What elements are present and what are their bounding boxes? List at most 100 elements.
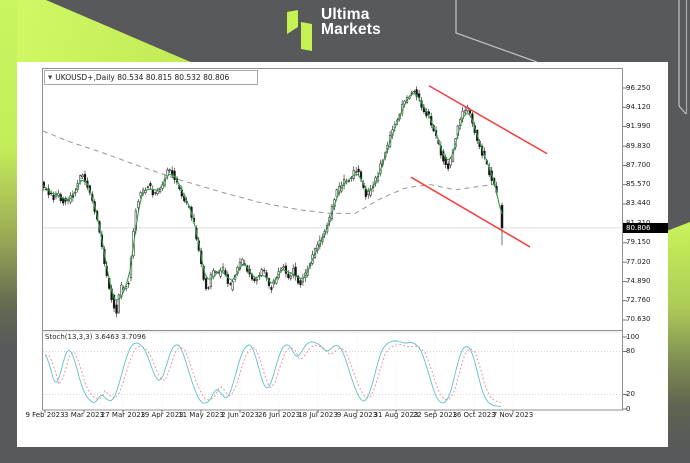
brand-name-line1: Ultima: [321, 6, 370, 23]
candle-body: [282, 266, 285, 269]
stoch-axis-label: 100: [626, 332, 640, 341]
candle-body: [292, 268, 295, 276]
candle-body: [149, 183, 152, 187]
candle-body: [263, 270, 266, 272]
candle-body: [299, 280, 302, 285]
candle-body: [369, 188, 372, 196]
candle-body: [449, 158, 452, 166]
stoch-panel[interactable]: [43, 334, 622, 409]
candle-body: [294, 266, 297, 277]
candle-body: [231, 281, 234, 291]
candle-body: [151, 189, 154, 196]
date-label: 9 Feb 2023: [25, 411, 65, 419]
candle-body: [301, 277, 304, 283]
date-label: 9 Aug 2023: [336, 411, 378, 419]
candle-body: [146, 186, 150, 188]
brand-logo: Ultima Markets: [286, 6, 436, 56]
price-axis-label: 87.700: [626, 160, 651, 169]
candle-body: [447, 163, 450, 169]
candle-body: [117, 294, 121, 313]
trendline-lower-channel[interactable]: [410, 176, 531, 248]
price-axis-label: 70.630: [626, 315, 651, 324]
candle-body: [209, 274, 212, 287]
candle-body: [270, 287, 273, 290]
date-label: 7 Nov 2023: [492, 411, 534, 419]
chart-title-bar[interactable]: ▼ UKOUSD+,Daily 80.534 80.815 80.532 80.…: [44, 70, 258, 85]
candle-body: [52, 195, 55, 200]
stoch-indicator-label: Stoch(13,3,3) 3.6463 3.7096: [45, 333, 146, 341]
chart-panel: [17, 62, 668, 447]
brand-name-line2: Markets: [321, 21, 381, 38]
candle-body: [168, 169, 171, 172]
price-axis-label: 72.760: [626, 296, 651, 305]
candle-body: [226, 274, 229, 284]
price-axis-label: 89.830: [626, 141, 651, 150]
price-axis-label: 77.020: [626, 257, 651, 266]
candle-body: [287, 273, 290, 278]
symbol-dropdown-arrow-icon[interactable]: ▼: [48, 74, 53, 81]
price-axis-label: 79.150: [626, 238, 651, 247]
candle-body: [335, 189, 338, 197]
candle-body: [166, 169, 169, 177]
candle-body: [83, 173, 87, 183]
candle-body: [207, 287, 210, 289]
brand-name: Ultima Markets: [321, 6, 381, 38]
chart-title: UKOUSD+,Daily 80.534 80.815 80.532 80.80…: [55, 73, 230, 82]
price-axis-label: 83.440: [626, 199, 651, 208]
main-price-panel[interactable]: [43, 85, 622, 318]
ma-slow-line: [43, 130, 500, 214]
candle-body: [468, 110, 472, 114]
candle-body: [410, 92, 413, 94]
candle-body: [342, 178, 346, 186]
candle-body: [171, 170, 174, 176]
chart-frame: [42, 68, 623, 411]
date-label: 31 Aug 2023: [373, 411, 419, 419]
date-label: 16 Oct 2023: [452, 411, 496, 419]
candle-body: [444, 157, 447, 165]
candle-body: [413, 91, 416, 93]
candle-body: [500, 205, 504, 229]
candle-body: [139, 192, 142, 197]
candle-body: [158, 189, 162, 193]
candle-body: [214, 270, 217, 273]
candle-body: [255, 278, 258, 281]
candle-body: [229, 283, 232, 285]
current-price-badge: 80.806: [623, 223, 668, 233]
stoch-axis-label: 80: [626, 346, 635, 355]
candle-body: [253, 278, 256, 282]
candle-body: [355, 171, 358, 174]
candle-body: [43, 181, 45, 188]
date-label: 11 May 2023: [178, 411, 224, 419]
price-axis-label: 74.890: [626, 276, 651, 285]
candle-body: [154, 192, 157, 194]
price-axis-label: 85.570: [626, 180, 651, 189]
date-label: 22 Sep 2023: [412, 411, 458, 419]
trendline-upper-channel[interactable]: [428, 85, 548, 155]
decor-green-right-band: [664, 222, 690, 447]
candle-body: [289, 275, 292, 279]
candle-body: [221, 266, 225, 271]
price-axis-label: 96.250: [626, 83, 651, 92]
candlestick-chart-plot[interactable]: [42, 68, 642, 420]
candle-body: [81, 174, 84, 178]
candle-body: [212, 270, 215, 277]
candle-body: [156, 190, 159, 194]
candle-body: [204, 278, 208, 289]
date-label: 3 Mar 2023: [64, 411, 104, 419]
stoch-k-line: [44, 340, 502, 407]
candle-body: [241, 259, 244, 265]
candle-body: [357, 168, 360, 173]
ultima-markets-logo-icon: [287, 10, 312, 51]
stoch-d-line: [45, 344, 502, 403]
date-label: 19 Apr 2023: [140, 411, 184, 419]
stoch-axis-label: 0: [626, 404, 631, 413]
candle-body: [112, 295, 116, 309]
candle-body: [137, 201, 140, 208]
candle-body: [415, 89, 418, 97]
ma-fast-line: [43, 93, 503, 301]
candle-body: [296, 275, 300, 284]
date-label: 2 Jun 2023: [221, 411, 259, 419]
stoch-axis-label: 20: [626, 390, 635, 399]
candle-body: [367, 191, 370, 196]
